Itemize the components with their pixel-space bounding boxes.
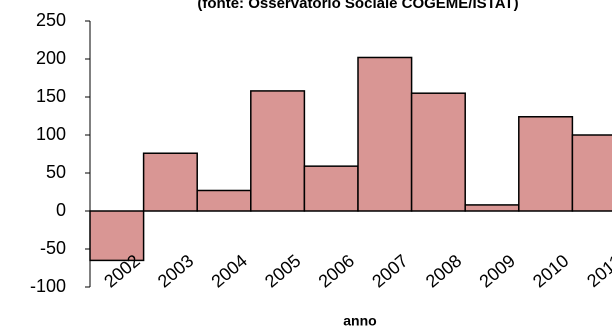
y-tick-label: 100	[36, 124, 66, 144]
y-tick-label: 50	[46, 162, 66, 182]
bar	[303, 165, 359, 212]
x-tick-label: 2008	[422, 251, 466, 292]
bar	[357, 56, 413, 212]
y-tick-label: 250	[36, 10, 66, 30]
y-tick-label: 0	[56, 200, 66, 220]
chart-title: (fonte: Osservatorio Sociale COGEME/ISTA…	[197, 0, 518, 12]
x-tick-label: 2009	[475, 251, 519, 292]
bar	[410, 92, 466, 212]
bar	[464, 204, 520, 212]
bar	[250, 90, 306, 212]
y-tick-label: -50	[40, 238, 66, 258]
bar	[89, 210, 145, 262]
bar	[518, 116, 574, 212]
x-tick-label: 2005	[261, 251, 305, 292]
y-tick-label: 150	[36, 86, 66, 106]
y-tick-label: -100	[30, 276, 66, 296]
bar	[142, 152, 198, 212]
bar	[196, 189, 252, 212]
x-tick-label: 2004	[207, 251, 251, 292]
x-tick-label: 2003	[154, 251, 198, 292]
x-tick-label: 2010	[529, 251, 573, 292]
x-tick-label: 2011	[583, 251, 612, 291]
bar	[571, 134, 612, 212]
x-axis-label: anno	[343, 313, 376, 329]
y-tick-label: 200	[36, 48, 66, 68]
x-tick-label: 2006	[315, 251, 359, 292]
x-tick-label: 2007	[368, 251, 412, 292]
